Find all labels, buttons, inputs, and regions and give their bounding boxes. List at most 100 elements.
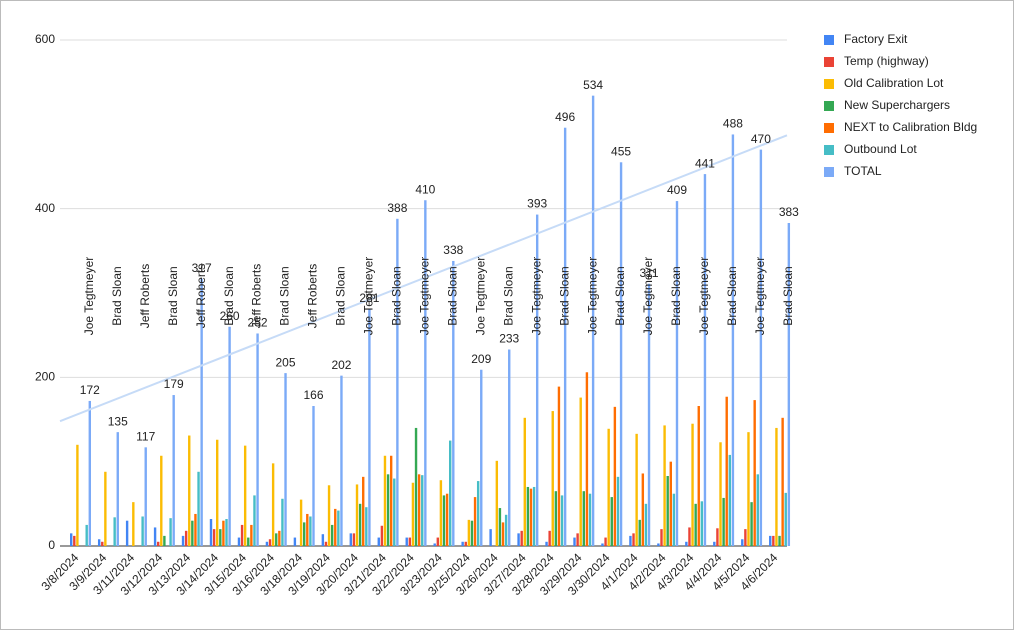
bar (386, 474, 390, 546)
bar (480, 369, 483, 546)
bar (557, 386, 561, 546)
bar (73, 535, 76, 546)
bar (694, 503, 697, 546)
bar (635, 433, 638, 546)
bar (535, 214, 539, 546)
bar (101, 541, 104, 546)
legend-swatch (824, 167, 834, 177)
data-label: 252 (248, 316, 268, 330)
bar (613, 406, 617, 546)
bar (529, 488, 533, 546)
bar (181, 535, 185, 546)
bar (200, 278, 203, 546)
y-tick-label: 400 (35, 201, 55, 215)
bar (70, 533, 73, 546)
bar (691, 423, 694, 546)
bar (302, 522, 306, 546)
data-label: 172 (80, 383, 100, 397)
bar (321, 534, 325, 546)
bar (368, 309, 371, 546)
bar (340, 375, 343, 546)
bar (576, 533, 579, 546)
annotation: Joe Tegtmeyer (697, 257, 711, 336)
bar (424, 200, 427, 546)
bar (433, 543, 436, 546)
bar (498, 508, 502, 546)
bar (716, 528, 719, 546)
data-label: 388 (387, 201, 407, 215)
bar (741, 539, 744, 546)
bar (554, 491, 558, 546)
bar (396, 218, 399, 546)
bar (219, 529, 222, 546)
legend-swatch (824, 79, 834, 89)
bar (188, 435, 191, 546)
bar (284, 373, 287, 546)
bar (563, 127, 567, 546)
bar (436, 537, 439, 546)
data-label: 534 (583, 78, 603, 92)
bar (722, 497, 725, 546)
data-label: 166 (303, 388, 323, 402)
annotation: Joe Tegtmeyer (418, 257, 432, 336)
bar (663, 425, 666, 546)
bar (669, 461, 672, 546)
annotation: Brad Sloan (613, 266, 627, 325)
bar (160, 455, 163, 546)
bar (421, 475, 424, 546)
bar (194, 513, 197, 546)
annotation: Jeff Roberts (194, 264, 208, 328)
bar (688, 527, 691, 546)
bar (504, 514, 508, 546)
bar (237, 537, 241, 546)
bar (666, 476, 669, 546)
bar (616, 476, 620, 546)
bar (588, 493, 592, 546)
bar (473, 497, 477, 546)
bar (697, 406, 700, 546)
annotation: Brad Sloan (781, 266, 795, 325)
bar (591, 95, 595, 546)
bar (476, 481, 480, 546)
bar (526, 486, 530, 546)
bar (601, 543, 604, 546)
bar (489, 529, 492, 546)
bar (76, 444, 79, 546)
bar (560, 495, 564, 546)
annotation: Brad Sloan (725, 266, 739, 325)
legend-swatch (824, 145, 834, 155)
annotation: Brad Sloan (278, 266, 292, 325)
bar (508, 349, 511, 546)
legend-label: NEXT to Calibration Bldg (844, 120, 977, 134)
bar (312, 406, 315, 546)
bar (579, 397, 582, 546)
annotation: Brad Sloan (222, 266, 236, 325)
bar (417, 474, 421, 546)
bar (772, 535, 775, 546)
bar (442, 495, 446, 546)
bar (389, 455, 393, 546)
bar (116, 432, 119, 546)
bar (271, 463, 275, 546)
bar (278, 530, 281, 546)
data-label: 135 (108, 414, 128, 428)
data-label: 383 (779, 205, 799, 219)
bar (781, 417, 784, 546)
bar (775, 427, 778, 546)
bar (495, 460, 499, 546)
bar (88, 400, 91, 546)
bar (156, 541, 160, 546)
legend-label: Temp (highway) (844, 54, 929, 68)
bar (449, 440, 452, 546)
bar (778, 535, 781, 546)
annotation: Joe Tegtmeyer (753, 257, 767, 336)
data-label: 488 (723, 117, 743, 131)
data-label: 205 (276, 355, 296, 369)
bar (324, 541, 328, 546)
data-label: 317 (192, 261, 212, 275)
bar (97, 539, 101, 546)
legend-swatch (824, 57, 834, 67)
bar (228, 326, 231, 546)
bar (660, 529, 663, 546)
